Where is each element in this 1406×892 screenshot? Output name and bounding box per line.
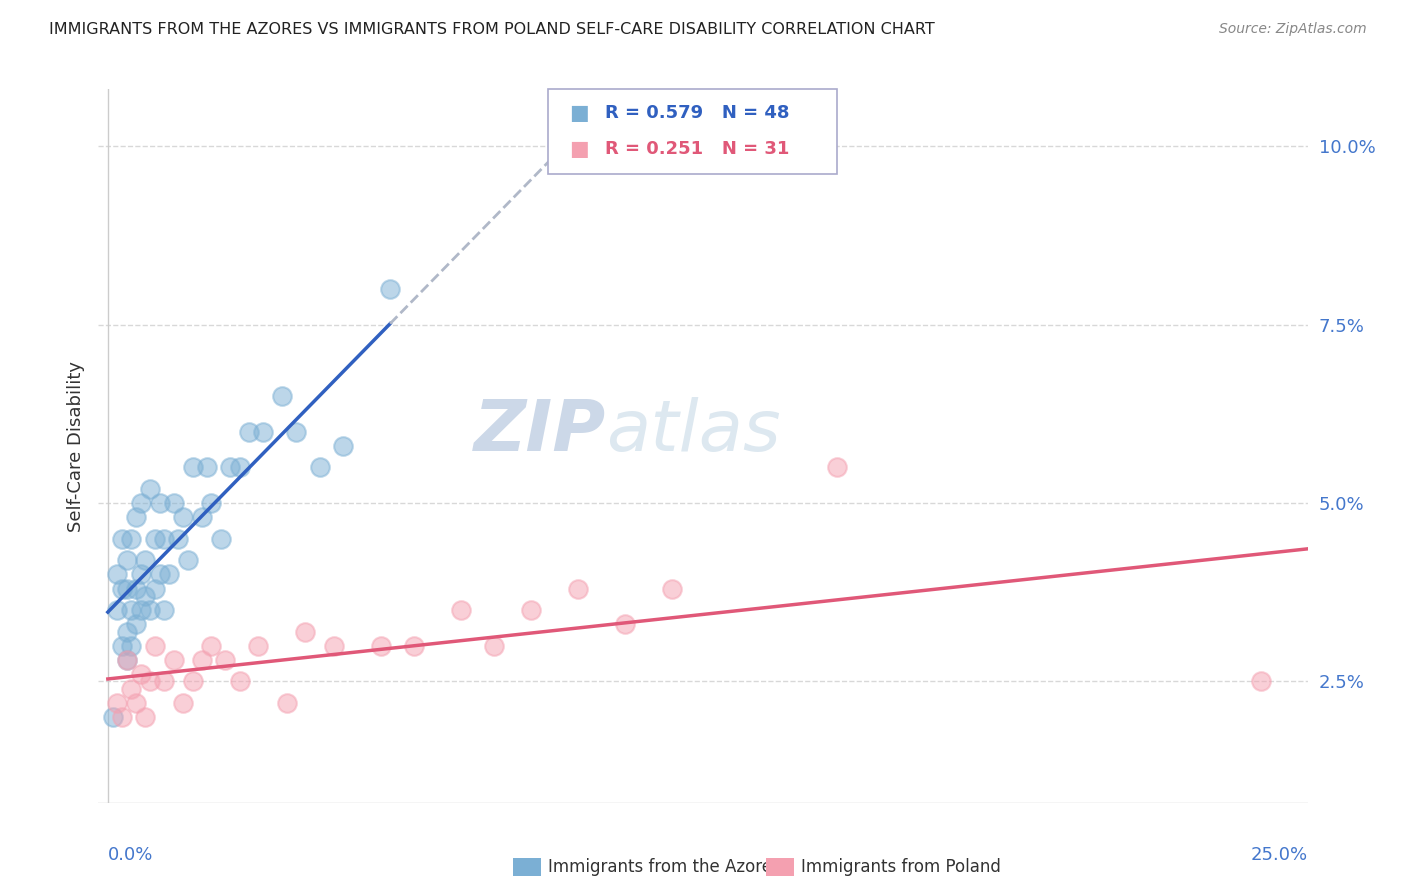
Point [294, 624, 316, 639]
Point [111, 710, 134, 724]
Text: atlas: atlas [606, 397, 780, 467]
Point [271, 389, 294, 403]
Point [228, 674, 250, 689]
Point [139, 674, 162, 689]
Text: ■: ■ [569, 139, 589, 159]
Point [209, 532, 232, 546]
Text: ■: ■ [569, 103, 589, 123]
Point [567, 582, 589, 596]
Point [105, 603, 128, 617]
Point [332, 439, 354, 453]
Point [172, 510, 194, 524]
Point [115, 653, 138, 667]
Point [115, 582, 138, 596]
Text: Source: ZipAtlas.com: Source: ZipAtlas.com [1219, 22, 1367, 37]
Point [157, 567, 180, 582]
Text: 0.0%: 0.0% [108, 846, 153, 863]
Point [120, 639, 142, 653]
Point [143, 639, 166, 653]
Point [308, 460, 330, 475]
Point [134, 553, 156, 567]
Point [149, 496, 172, 510]
Y-axis label: Self-Care Disability: Self-Care Disability [66, 360, 84, 532]
Text: Immigrants from the Azores: Immigrants from the Azores [548, 858, 782, 876]
Point [482, 639, 505, 653]
Point [285, 425, 308, 439]
Point [139, 603, 162, 617]
Point [370, 639, 392, 653]
Point [181, 460, 204, 475]
Point [276, 696, 298, 710]
Point [200, 639, 222, 653]
Point [153, 603, 176, 617]
Point [1250, 674, 1272, 689]
Point [825, 460, 848, 475]
Point [172, 696, 194, 710]
Point [129, 496, 152, 510]
Point [200, 496, 222, 510]
Point [181, 674, 204, 689]
Point [125, 582, 148, 596]
Point [219, 460, 242, 475]
Point [322, 639, 344, 653]
Point [125, 696, 148, 710]
Point [115, 653, 138, 667]
Point [402, 639, 425, 653]
Point [105, 567, 128, 582]
Point [238, 425, 260, 439]
Point [129, 603, 152, 617]
Text: Immigrants from Poland: Immigrants from Poland [801, 858, 1001, 876]
Point [191, 653, 214, 667]
Point [195, 460, 218, 475]
Point [191, 510, 214, 524]
Point [167, 532, 190, 546]
Point [111, 582, 134, 596]
Point [101, 710, 124, 724]
Point [614, 617, 637, 632]
Point [111, 639, 134, 653]
Text: R = 0.579   N = 48: R = 0.579 N = 48 [605, 104, 789, 122]
Point [115, 624, 138, 639]
Point [111, 532, 134, 546]
Point [228, 460, 250, 475]
Point [129, 667, 152, 681]
Point [125, 617, 148, 632]
Point [450, 603, 472, 617]
Point [378, 282, 401, 296]
Point [520, 603, 543, 617]
Point [661, 582, 683, 596]
Point [214, 653, 236, 667]
Point [134, 589, 156, 603]
Point [105, 696, 128, 710]
Point [247, 639, 270, 653]
Point [143, 532, 166, 546]
Point [177, 553, 200, 567]
Point [143, 582, 166, 596]
Point [139, 482, 162, 496]
Point [120, 532, 142, 546]
Point [134, 710, 156, 724]
Point [125, 510, 148, 524]
Point [129, 567, 152, 582]
Point [120, 681, 142, 696]
Point [163, 653, 186, 667]
Point [153, 532, 176, 546]
Point [163, 496, 186, 510]
Text: IMMIGRANTS FROM THE AZORES VS IMMIGRANTS FROM POLAND SELF-CARE DISABILITY CORREL: IMMIGRANTS FROM THE AZORES VS IMMIGRANTS… [49, 22, 935, 37]
Point [115, 553, 138, 567]
Text: R = 0.251   N = 31: R = 0.251 N = 31 [605, 140, 789, 158]
Point [153, 674, 176, 689]
Point [149, 567, 172, 582]
Point [252, 425, 274, 439]
Text: 25.0%: 25.0% [1250, 846, 1308, 863]
Text: ZIP: ZIP [474, 397, 606, 467]
Point [120, 603, 142, 617]
